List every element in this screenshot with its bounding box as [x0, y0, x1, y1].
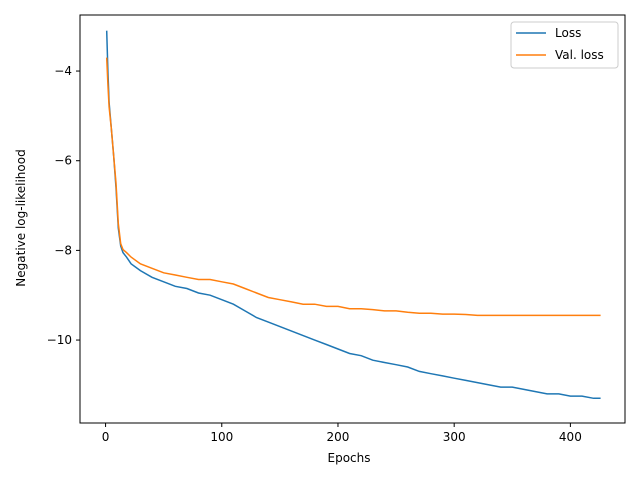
x-tick-label: 400: [559, 430, 582, 444]
x-tick-label: 300: [443, 430, 466, 444]
series-layer: [105, 30, 601, 400]
series-line-loss: [105, 30, 601, 400]
y-axis-label: Negative log-likelihood: [14, 149, 28, 286]
y-tick-label: −10: [47, 333, 72, 347]
legend-label: Loss: [555, 26, 581, 40]
plot-frame: [79, 14, 626, 424]
y-tick-label: −4: [54, 64, 72, 78]
x-tick-label: 200: [327, 430, 350, 444]
y-axis-ticks: −10 −8 −6 −4: [47, 64, 80, 347]
x-tick-label: 100: [210, 430, 233, 444]
x-tick-label: 0: [102, 430, 110, 444]
series-line-val-loss: [105, 57, 601, 317]
legend: Loss Val. loss: [510, 21, 619, 69]
legend-label: Val. loss: [555, 48, 604, 62]
y-tick-label: −8: [54, 243, 72, 257]
x-axis-label: Epochs: [328, 451, 371, 465]
x-axis-ticks: 0 100 200 300 400: [102, 423, 582, 444]
y-tick-label: −6: [54, 154, 72, 168]
